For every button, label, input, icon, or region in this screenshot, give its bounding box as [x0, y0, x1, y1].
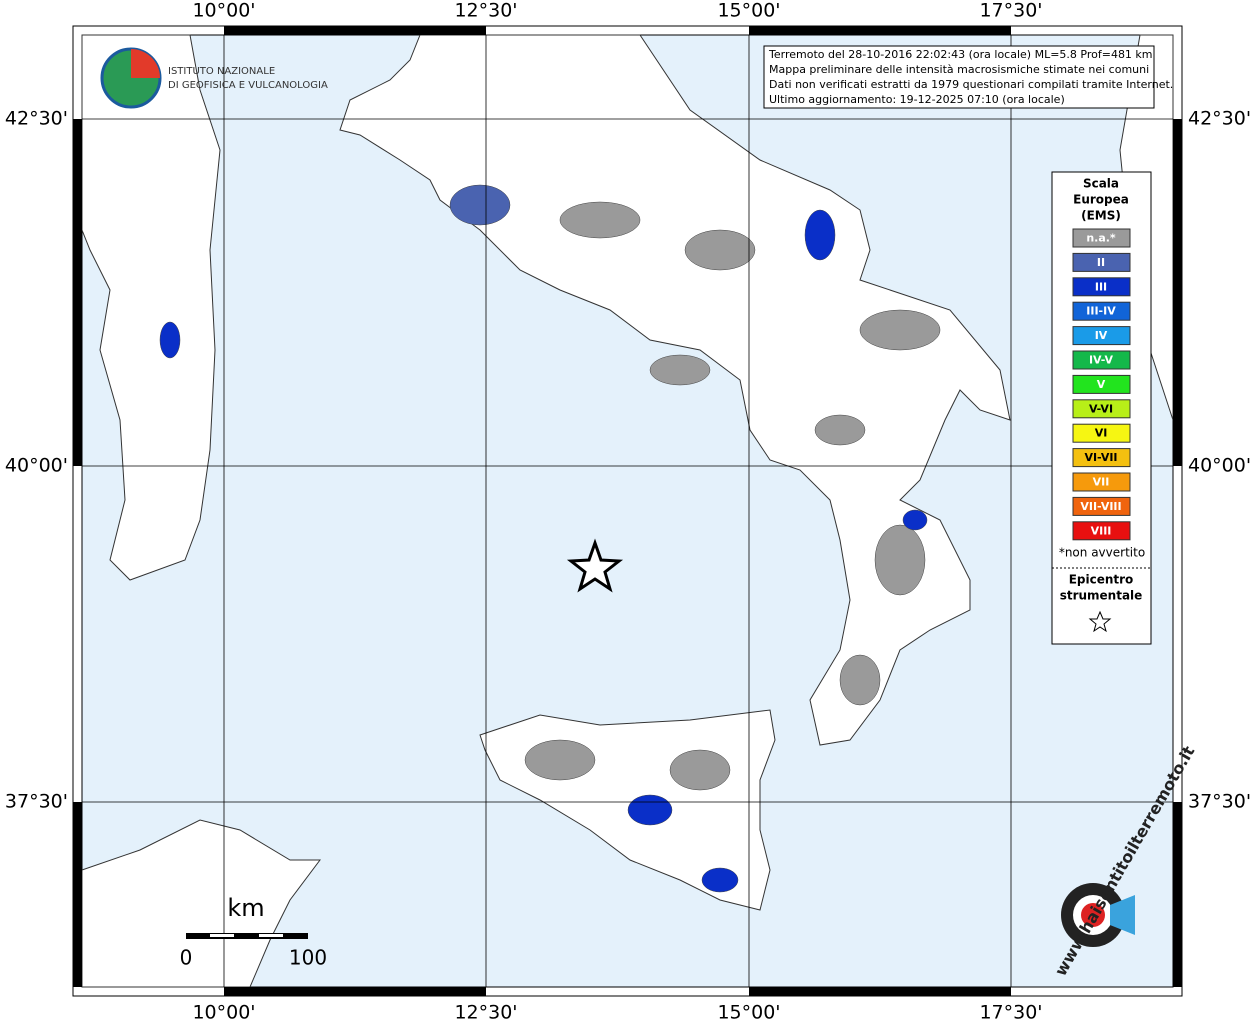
border-bar: [1173, 119, 1182, 466]
municipality: [684, 229, 756, 271]
legend-label: III: [1095, 280, 1107, 293]
municipality: [627, 794, 673, 826]
scale-label: 100: [289, 946, 327, 970]
graticule: 10°00' 10°00' 12°30' 12°30' 15°00' 15°00' 17°3…: [5, 0, 1251, 1024]
legend-note: *non avvertito: [1059, 546, 1145, 560]
border-bar: [224, 987, 486, 996]
legend-epicentre: Epicentro: [1069, 573, 1134, 587]
legend-title: Europea: [1073, 193, 1129, 207]
scale-bar-segment: [259, 934, 283, 937]
legend-swatch: [1072, 448, 1131, 468]
legend-title: (EMS): [1081, 209, 1121, 223]
municipality: [839, 654, 881, 706]
municipality: [649, 354, 711, 386]
legend-label: II: [1097, 256, 1105, 269]
municipality: [701, 867, 739, 893]
logo-text: ISTITUTO NAZIONALE: [168, 66, 275, 77]
info-line: Mappa preliminare delle intensità macros…: [769, 63, 1149, 76]
latitude-label: 42°30': [1188, 108, 1251, 130]
municipality: [524, 739, 596, 781]
legend-label: IV-V: [1089, 354, 1114, 367]
legend-swatch: [1072, 350, 1131, 370]
logo-text: DI GEOFISICA E VULCANOLOGIA: [168, 80, 328, 91]
scale-bar-segment: [210, 934, 234, 937]
municipality: [859, 309, 941, 351]
scale-label: 0: [180, 946, 193, 970]
border-bar: [73, 802, 82, 987]
latitude-label: 40°00': [1188, 455, 1251, 477]
info-line: Ultimo aggiornamento: 19-12-2025 07:10 (…: [769, 93, 1065, 106]
legend-title: Scala: [1083, 177, 1119, 191]
tunisia: [81, 819, 321, 988]
legend-swatch: [1072, 472, 1131, 492]
border-bar: [73, 119, 82, 466]
municipality: [902, 509, 928, 531]
legend-swatch: [1072, 496, 1131, 516]
longitude-label: 10°00': [192, 0, 255, 22]
border-bar: [749, 26, 1011, 35]
latitude-label: 42°30': [5, 108, 68, 130]
legend-star: [1088, 610, 1112, 633]
legend-swatch: [1072, 423, 1131, 443]
info-text: Terremoto del 28-10-2016 22:02:43 (ora l…: [768, 48, 1173, 106]
longitude-label: 12°30': [454, 0, 517, 22]
border-bar: [749, 987, 1011, 996]
info-box: [763, 45, 1155, 109]
border-bar: [224, 26, 486, 35]
legend-label: n.a.*: [1086, 232, 1116, 245]
latitude-label: 37°30': [5, 791, 68, 813]
legend-label: V: [1097, 378, 1106, 391]
longitude-label: 12°30': [454, 1002, 517, 1024]
epicentre-star: [566, 538, 624, 593]
logo-speaker: [1110, 895, 1135, 935]
longitude-label: 15°00': [717, 1002, 780, 1024]
municipality: [804, 209, 836, 261]
legend-label: VI: [1095, 427, 1108, 440]
legend-swatch: [1072, 326, 1131, 346]
info-line: Terremoto del 28-10-2016 22:02:43 (ora l…: [768, 48, 1153, 61]
municipality: [874, 524, 926, 596]
border-bar: [1173, 802, 1182, 987]
municipality: [559, 201, 641, 239]
legend-swatch: [1072, 277, 1131, 297]
scale-unit: km: [227, 894, 264, 922]
longitude-label: 10°00': [192, 1002, 255, 1024]
legend-label: VIII: [1091, 524, 1112, 537]
municipality: [814, 414, 866, 446]
legend-swatch: [1072, 228, 1131, 248]
legend-label: VI-VII: [1084, 451, 1117, 464]
legend-swatch: [1072, 374, 1131, 394]
municipality: [669, 749, 731, 791]
legend-label: VII-VIII: [1080, 500, 1121, 513]
longitude-label: 17°30': [979, 1002, 1042, 1024]
municipalities: [159, 184, 941, 893]
scale-bar-body: [186, 933, 308, 939]
logo-ring: [1081, 903, 1105, 927]
municipality: [159, 321, 181, 359]
legend-label: V-VI: [1089, 402, 1113, 415]
legend-swatch: [1072, 301, 1131, 321]
longitude-label: 17°30': [979, 0, 1042, 22]
scale-bar: km 0 100: [180, 894, 327, 970]
legend-swatch: [1072, 399, 1131, 419]
municipality: [449, 184, 511, 226]
info-line: Dati non verificati estratti da 1979 que…: [769, 78, 1173, 91]
legend-swatch: [1072, 252, 1131, 272]
longitude-label: 15°00': [717, 0, 780, 22]
legend-label: III-IV: [1086, 305, 1116, 318]
legend-label: IV: [1095, 329, 1108, 342]
latitude-label: 40°00': [5, 455, 68, 477]
legend-swatch: [1072, 521, 1131, 541]
institute-logo: ISTITUTO NAZIONALE DI GEOFISICA E VULCAN…: [100, 47, 328, 109]
latitude-label: 37°30': [1188, 791, 1251, 813]
sardinia-corsica: [81, 34, 221, 581]
legend-items: ScalaEuropea(EMS)n.a.*IIIIIIII-IVIVIV-VV…: [1059, 177, 1145, 603]
legend-epicentre: strumentale: [1060, 589, 1143, 603]
legend-label: VII: [1093, 476, 1110, 489]
logo-segment: [131, 49, 160, 78]
